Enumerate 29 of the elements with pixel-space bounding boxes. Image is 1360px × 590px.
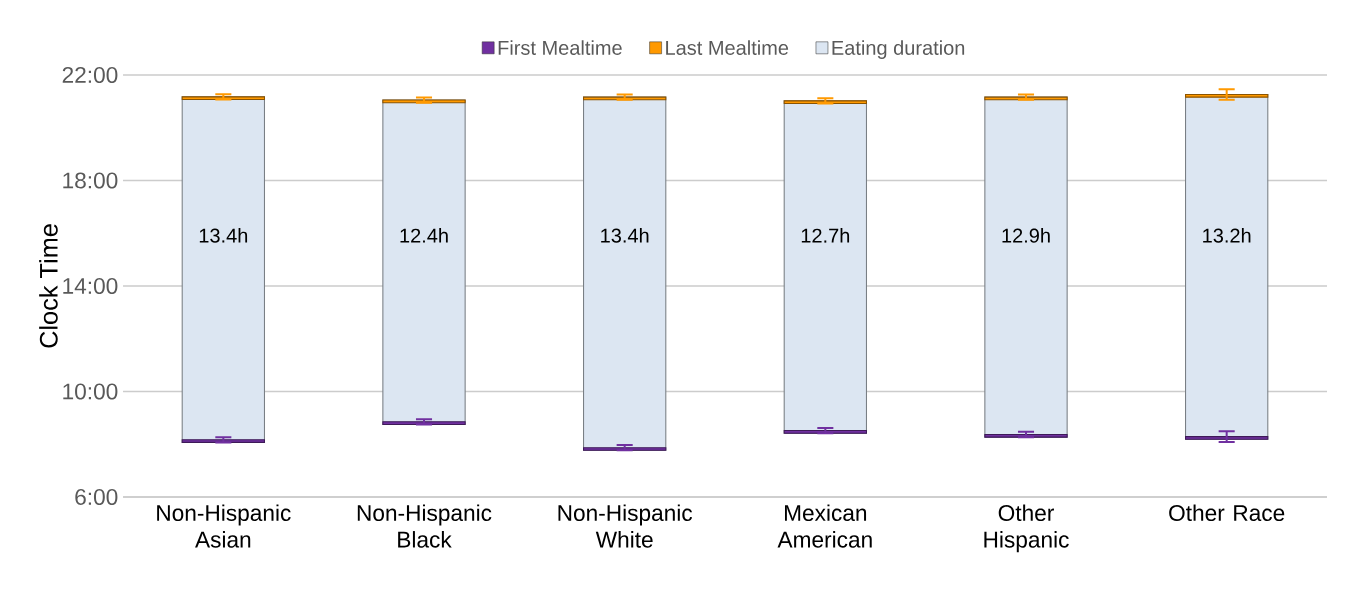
annotation: 12.9h: [1002, 228, 1050, 243]
y-tick-label: 22:00: [62, 66, 118, 84]
x-tick-label: Non-Hispanic White: [558, 504, 693, 548]
bar: [984, 433, 1068, 438]
x-tick-label: Other Race: [1169, 504, 1285, 522]
bar: [582, 447, 667, 451]
legend-label: Last Mealtime: [666, 40, 789, 55]
annotation: 13.2h: [1203, 228, 1251, 243]
annotation: 12.4h: [400, 228, 448, 243]
y-axis-title: Clock Time: [39, 224, 58, 348]
bar: [181, 439, 266, 443]
legend-label: First Mealtime: [498, 40, 622, 55]
bar: [382, 421, 466, 426]
bar: [382, 99, 466, 104]
annotation: 12.7h: [801, 228, 850, 243]
y-tick-label: 10:00: [63, 383, 118, 400]
annotation: 13.4h: [601, 228, 649, 243]
y-tick-label: 6:00: [75, 488, 118, 506]
bar: [783, 429, 868, 434]
y-tick-label: 14:00: [63, 277, 118, 295]
annotation: 13.4h: [199, 228, 248, 243]
x-tick-label: Non-Hispanic Black: [357, 504, 492, 548]
x-tick-label: Mexican American: [777, 504, 872, 548]
y-tick-label: 18:00: [63, 172, 118, 189]
bar: [181, 96, 266, 101]
x-tick-label: Other Hispanic: [984, 504, 1069, 553]
legend-label: Eating duration: [832, 40, 965, 59]
x-tick-label: Non-Hispanic Asian: [157, 504, 291, 548]
bar: [783, 100, 868, 105]
